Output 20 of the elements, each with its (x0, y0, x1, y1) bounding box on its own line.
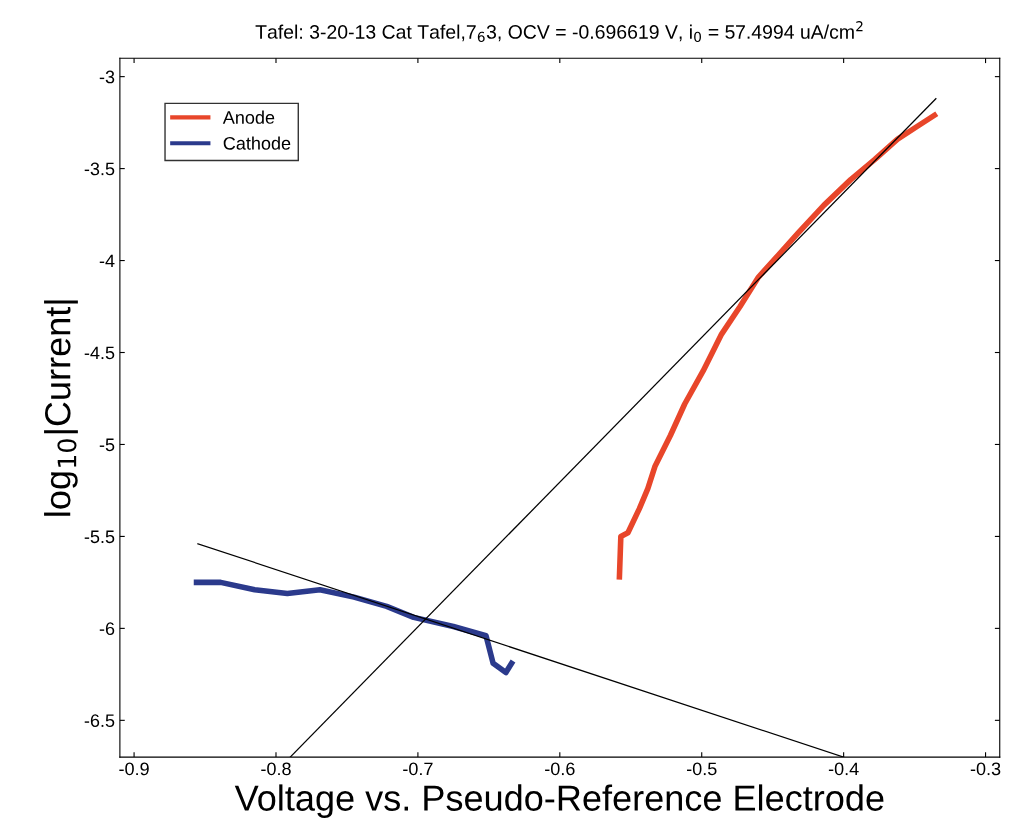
x-tick-label: -0.5 (686, 762, 717, 776)
x-tick-label: -0.3 (970, 762, 1001, 776)
y-tick-label: -5.5 (84, 530, 115, 544)
x-tick-label: -0.9 (119, 762, 149, 776)
chart-title: Tafel: 3-20-13 Cat Tafel,7$_{6}$3, OCV = -0.696619 V, i$_{0}$ = 57.4994 uA/cm$^{2}$ (255, 21, 863, 43)
y-tick-label: -6 (99, 622, 115, 636)
legend-label: Cathode (223, 136, 291, 150)
x-axis-title: Voltage vs. Pseudo-Reference Electrode (234, 784, 884, 819)
legend-label: Anode (222, 110, 275, 124)
x-tick-label: -0.6 (545, 762, 575, 776)
x-tick-label: -0.4 (828, 762, 859, 776)
y-tick-label: -4.5 (84, 346, 115, 360)
y-tick-label: -3 (99, 70, 115, 84)
y-tick-label: -5 (99, 438, 115, 452)
y-tick-label: -3.5 (84, 162, 115, 176)
x-tick-label: -0.7 (403, 762, 433, 776)
y-axis-title: log$_{10}$|Current| (44, 300, 78, 516)
x-tick-label: -0.8 (261, 762, 291, 776)
y-tick-label: -6.5 (84, 714, 115, 728)
y-tick-label: -4 (99, 254, 115, 268)
